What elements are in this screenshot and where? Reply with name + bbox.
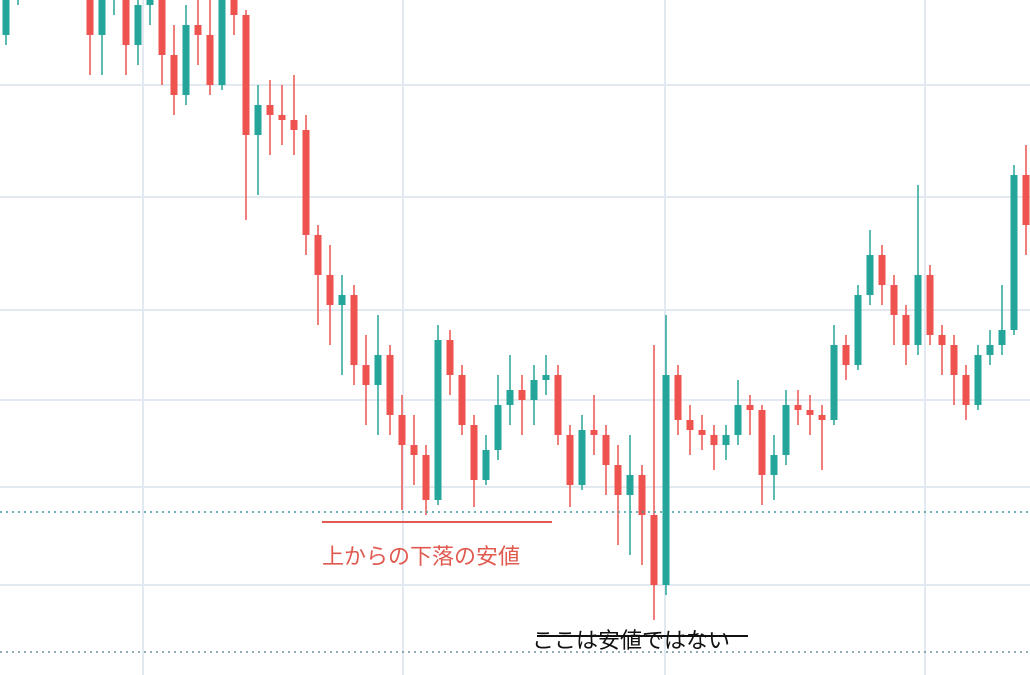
candle-body bbox=[530, 380, 538, 400]
candle-body bbox=[506, 390, 514, 405]
candle-body bbox=[158, 0, 166, 55]
candle-body bbox=[758, 410, 766, 475]
candle-body bbox=[302, 130, 310, 235]
candle-body bbox=[458, 375, 466, 425]
candle-body bbox=[518, 390, 526, 400]
candle-body bbox=[602, 435, 610, 465]
candle-body bbox=[962, 375, 970, 405]
candle-body bbox=[662, 375, 670, 585]
candle-body bbox=[350, 295, 358, 365]
candle-body bbox=[1010, 175, 1018, 330]
candle-body bbox=[578, 430, 586, 485]
candle-body bbox=[914, 275, 922, 345]
candle-body bbox=[794, 405, 802, 410]
candle-body bbox=[398, 415, 406, 445]
candle-body bbox=[278, 115, 286, 120]
candle-body bbox=[470, 425, 478, 480]
vertical-grid bbox=[142, 0, 926, 675]
candle-body bbox=[686, 420, 694, 430]
candle-body bbox=[770, 455, 778, 475]
candle-body bbox=[482, 450, 490, 480]
candle-body bbox=[938, 335, 946, 345]
candle-body bbox=[626, 475, 634, 495]
candle-body bbox=[218, 0, 226, 85]
candle-body bbox=[638, 475, 646, 515]
candle-body bbox=[566, 435, 574, 485]
candle-body bbox=[902, 315, 910, 345]
candle-body bbox=[590, 430, 598, 435]
annotation-text: ここは安値ではない bbox=[532, 629, 730, 654]
candle-body bbox=[710, 435, 718, 445]
candle-body bbox=[830, 345, 838, 420]
candle-body bbox=[230, 0, 238, 15]
candle-body bbox=[134, 5, 142, 45]
candle-body bbox=[734, 405, 742, 435]
candle-body bbox=[974, 355, 982, 405]
candle-body bbox=[542, 375, 550, 380]
candle-body bbox=[338, 295, 346, 305]
candle-body bbox=[98, 0, 106, 35]
candle-body bbox=[854, 295, 862, 365]
candle-body bbox=[842, 345, 850, 365]
candle-body bbox=[818, 415, 826, 420]
candle-body bbox=[362, 365, 370, 385]
candle-body bbox=[698, 430, 706, 435]
candle-body bbox=[890, 285, 898, 315]
candle-body bbox=[326, 275, 334, 305]
candle-body bbox=[206, 35, 214, 85]
candle-body bbox=[386, 355, 394, 415]
candle-body bbox=[998, 330, 1006, 345]
candle-body bbox=[422, 455, 430, 500]
candle-body bbox=[986, 345, 994, 355]
candle-body bbox=[434, 340, 442, 500]
candle-body bbox=[194, 25, 202, 35]
candle-body bbox=[2, 0, 10, 35]
candle-body bbox=[782, 405, 790, 455]
candle-body bbox=[494, 405, 502, 450]
candle-body bbox=[554, 375, 562, 435]
candle-body bbox=[182, 25, 190, 95]
candle-body bbox=[746, 405, 754, 410]
candle-body bbox=[314, 235, 322, 275]
candle-body bbox=[290, 120, 298, 130]
candle-body bbox=[242, 15, 250, 135]
candle-body bbox=[722, 435, 730, 445]
candle-body bbox=[170, 55, 178, 95]
candle-body bbox=[266, 105, 274, 115]
candle-body bbox=[950, 345, 958, 375]
candle-body bbox=[374, 355, 382, 385]
candle-body bbox=[650, 515, 658, 585]
annotation-text: 上からの下落の安値 bbox=[322, 545, 520, 570]
candle-body bbox=[254, 105, 262, 135]
candle-body bbox=[614, 465, 622, 495]
candle-body bbox=[926, 275, 934, 335]
candle-body bbox=[146, 0, 154, 5]
candle-body bbox=[122, 0, 130, 45]
candle-body bbox=[410, 445, 418, 455]
candle-body bbox=[674, 375, 682, 420]
candle-body bbox=[86, 0, 94, 35]
candle-body bbox=[1022, 175, 1030, 225]
candle-body bbox=[878, 255, 886, 285]
candle-body bbox=[446, 340, 454, 375]
candle-body bbox=[806, 410, 814, 415]
candle-body bbox=[866, 255, 874, 295]
